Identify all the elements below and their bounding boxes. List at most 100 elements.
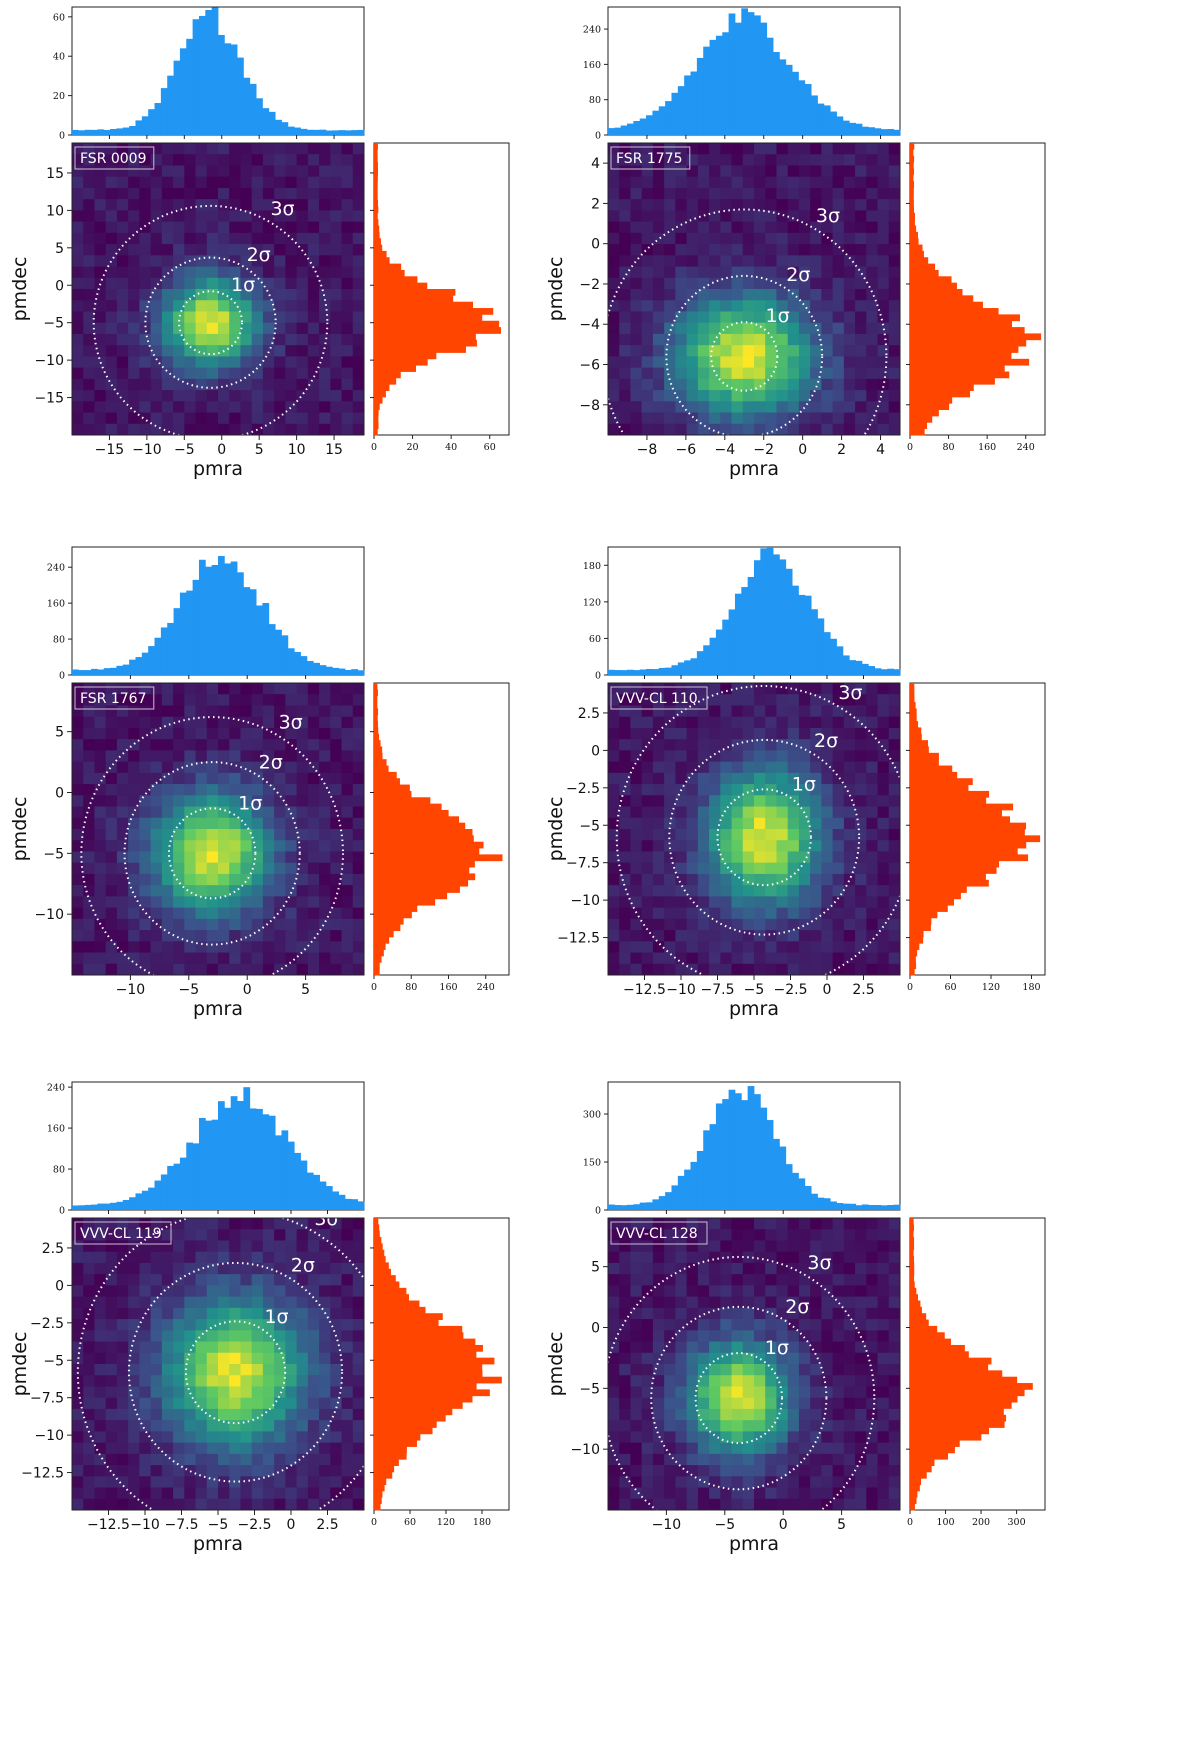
heatmap-cell [307, 412, 320, 425]
pmdec-hist-bar [374, 962, 380, 970]
heatmap-cell [285, 1251, 298, 1264]
heatmap-cell [754, 300, 766, 313]
heatmap-cell [843, 683, 856, 695]
pmra-hist-bar [211, 7, 219, 136]
sigma-label-3: 3σ [270, 198, 294, 220]
heatmap-cell [128, 1375, 140, 1388]
heatmap-cell [832, 930, 845, 942]
heatmap-cell [274, 739, 286, 751]
heatmap-cell [697, 829, 710, 841]
heatmap-cell [697, 918, 710, 931]
y-tick-label: −10 [570, 1442, 600, 1458]
heatmap-cell [184, 1307, 197, 1320]
heatmap-cell [619, 761, 632, 774]
pmdec-hist-bar [374, 219, 379, 226]
heatmap-cell [251, 232, 264, 245]
heatmap-cell [72, 356, 84, 369]
heatmap-cell [888, 1431, 900, 1444]
heatmap-cell [608, 333, 620, 346]
heatmap-cell [262, 851, 275, 864]
heatmap-cell [798, 221, 811, 234]
heatmap-cell [341, 176, 354, 189]
heatmap-cell [697, 1341, 710, 1354]
heatmap-cell [195, 806, 208, 819]
pmra-hist-bar [842, 1203, 850, 1210]
heatmap-cell [877, 817, 890, 830]
heatmap-cell [641, 143, 654, 155]
heatmap-cell [105, 277, 118, 290]
heatmap-cell [195, 1352, 208, 1365]
heatmap-cell [720, 683, 733, 695]
heatmap-cell [776, 1229, 789, 1242]
heatmap-cell [843, 840, 856, 853]
pmdec-hist-bar [374, 1332, 464, 1340]
heatmap-cell [608, 705, 620, 718]
heatmap-cell [262, 1487, 275, 1500]
heatmap-cell [206, 907, 219, 920]
heatmap-cell [330, 1375, 343, 1388]
heatmap-cell [720, 401, 733, 414]
heatmap-cell [697, 1240, 710, 1253]
heatmap-cell [675, 289, 688, 301]
heatmap-cell [866, 817, 879, 830]
heatmap-cell [731, 345, 744, 357]
pmdec-hist-bar [374, 1395, 473, 1403]
heatmap-cell [150, 761, 163, 774]
heatmap-cell [686, 683, 699, 695]
heatmap-cell [832, 176, 845, 189]
heatmap-cell [776, 1364, 789, 1376]
heatmap-cell [307, 143, 320, 155]
heatmap-cell [843, 1420, 856, 1432]
heatmap-cell [630, 784, 643, 796]
pmra-hist-bar [141, 116, 149, 135]
heatmap-cell [754, 907, 766, 920]
pmra-hist-bar [887, 1205, 895, 1210]
heatmap-cell [720, 930, 733, 942]
pmra-hist-bar [849, 1203, 856, 1210]
heatmap-cell [608, 210, 620, 223]
heatmap-cell [218, 176, 230, 189]
heatmap-cell [274, 941, 286, 954]
heatmap-cell [128, 322, 140, 335]
heatmap-cell [128, 1476, 140, 1489]
heatmap-cell [742, 1386, 755, 1399]
pmra-hist-y-tick-label: 0 [595, 1206, 601, 1217]
heatmap-cell [664, 840, 676, 853]
pmra-hist-bar [754, 1094, 761, 1210]
heatmap-cell [307, 1408, 320, 1421]
heatmap-cell [116, 1352, 129, 1365]
pmra-hist-bar [677, 1175, 685, 1210]
pmra-hist-bar [344, 669, 352, 675]
heatmap-cell [888, 739, 900, 751]
pmra-hist-bar [715, 1103, 723, 1210]
heatmap-cell [240, 1352, 253, 1365]
heatmap-cell [742, 784, 755, 796]
heatmap-cell [686, 739, 699, 751]
heatmap-cell [608, 1408, 620, 1421]
heatmap-cell [675, 1251, 688, 1264]
heatmap-cell [139, 1431, 152, 1444]
pmdec-hist-bar [374, 320, 500, 328]
heatmap-cell [832, 390, 845, 402]
pmdec-hist-bar [374, 848, 480, 855]
pmra-hist-bar [684, 660, 691, 675]
heatmap-cell [821, 683, 834, 695]
heatmap-cell [720, 952, 733, 965]
y-tick-label: 0 [55, 1278, 64, 1294]
heatmap-cell [877, 1453, 890, 1466]
heatmap-cell [307, 289, 320, 301]
heatmap-cell [139, 1319, 152, 1331]
heatmap-cell [798, 716, 811, 729]
heatmap-cell [888, 412, 900, 425]
heatmap-cell [821, 829, 834, 841]
heatmap-cell [742, 806, 755, 819]
heatmap-cell [832, 907, 845, 920]
heatmap-cell [709, 289, 721, 301]
heatmap-cell [296, 1352, 309, 1365]
heatmap-cell [341, 1218, 354, 1230]
heatmap-cell [285, 1364, 298, 1376]
heatmap-cell [116, 165, 129, 178]
heatmap-cell [251, 1251, 264, 1264]
heatmap-cell [686, 873, 699, 886]
heatmap-cell [274, 1453, 286, 1466]
